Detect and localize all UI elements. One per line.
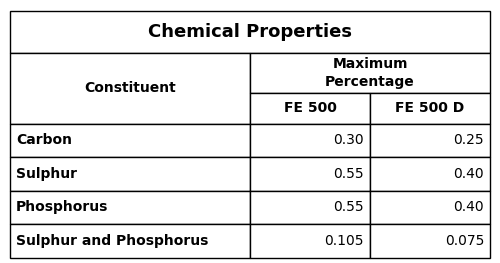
Bar <box>10 224 250 258</box>
Text: Maximum
Percentage: Maximum Percentage <box>325 57 415 89</box>
Bar <box>250 191 370 224</box>
Bar <box>10 11 490 53</box>
Bar <box>10 191 250 224</box>
Text: 0.25: 0.25 <box>454 133 484 147</box>
Text: Chemical Properties: Chemical Properties <box>148 23 352 41</box>
Text: FE 500 D: FE 500 D <box>396 102 464 115</box>
Text: Constituent: Constituent <box>84 81 176 95</box>
Bar <box>370 124 490 157</box>
Text: 0.105: 0.105 <box>324 234 364 248</box>
Text: Carbon: Carbon <box>16 133 72 147</box>
Bar <box>250 157 370 191</box>
Bar <box>370 191 490 224</box>
Bar <box>10 124 250 157</box>
Bar <box>370 224 490 258</box>
Text: Sulphur: Sulphur <box>16 167 77 181</box>
Text: 0.40: 0.40 <box>454 167 484 181</box>
Text: Phosphorus: Phosphorus <box>16 200 108 214</box>
Bar <box>250 53 490 93</box>
Text: Sulphur and Phosphorus: Sulphur and Phosphorus <box>16 234 208 248</box>
Bar <box>10 53 250 124</box>
Bar <box>370 93 490 124</box>
Bar <box>370 157 490 191</box>
Text: 0.40: 0.40 <box>454 200 484 214</box>
Bar <box>250 224 370 258</box>
Text: FE 500: FE 500 <box>284 102 337 115</box>
Text: 0.55: 0.55 <box>334 200 364 214</box>
Bar <box>250 124 370 157</box>
Text: 0.55: 0.55 <box>334 167 364 181</box>
Bar <box>10 157 250 191</box>
Text: 0.075: 0.075 <box>444 234 484 248</box>
Bar <box>250 93 370 124</box>
Text: 0.30: 0.30 <box>334 133 364 147</box>
